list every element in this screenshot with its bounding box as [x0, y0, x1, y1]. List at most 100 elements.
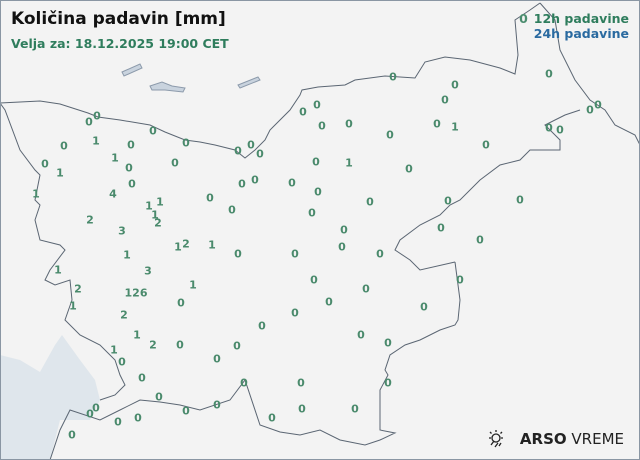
page-title: Količina padavin [mm] — [11, 9, 226, 29]
station-value: 0 — [386, 128, 394, 142]
station-value: 0 — [351, 402, 359, 416]
station-value: 0 — [176, 338, 184, 352]
station-value: 0 — [476, 233, 484, 247]
station-value: 0 — [134, 411, 142, 425]
logo-brand: ARSO — [519, 430, 567, 448]
station-value: 0 — [312, 155, 320, 169]
station-value: 0 — [325, 295, 333, 309]
station-value: 0 — [128, 177, 136, 191]
station-value: 0 — [389, 70, 397, 84]
station-value: 2 — [182, 237, 190, 251]
station-value: 0 — [376, 247, 384, 261]
station-value: 0 — [357, 328, 365, 342]
station-value: 3 — [118, 224, 126, 238]
station-value: 126 — [124, 286, 148, 300]
station-value: 0 — [93, 109, 101, 123]
station-value: 2 — [120, 308, 128, 322]
station-value: 1 — [54, 263, 62, 277]
station-value: 1 — [145, 199, 153, 213]
station-value: 1 — [156, 195, 164, 209]
station-value: 0 — [291, 247, 299, 261]
legend-24h-label: 24h padavine — [533, 26, 629, 41]
station-value: 3 — [144, 264, 152, 278]
station-value: 0 — [138, 371, 146, 385]
station-value: 0 — [594, 98, 602, 112]
station-value: 0 — [114, 415, 122, 429]
station-value: 0 — [313, 98, 321, 112]
station-value: 0 — [41, 157, 49, 171]
station-value: 0 — [155, 390, 163, 404]
station-value: 2 — [86, 213, 94, 227]
sea — [0, 335, 100, 460]
station-value: 1 — [32, 187, 40, 201]
station-value: 0 — [240, 376, 248, 390]
station-value: 0 — [171, 156, 179, 170]
station-value: 0 — [86, 407, 94, 421]
station-value: 0 — [362, 282, 370, 296]
station-value: 0 — [233, 339, 241, 353]
station-value: 0 — [340, 223, 348, 237]
station-value: 0 — [545, 67, 553, 81]
station-value: 2 — [154, 216, 162, 230]
station-value: 4 — [109, 187, 117, 201]
lakes — [121, 63, 261, 93]
station-value: 0 — [92, 401, 100, 415]
station-value: 0 — [545, 121, 553, 135]
station-value: 0 — [238, 177, 246, 191]
station-value: 0 — [433, 117, 441, 131]
station-value: 1 — [92, 134, 100, 148]
station-value: 0 — [586, 103, 594, 117]
station-value: 0 — [182, 404, 190, 418]
station-value: 0 — [206, 191, 214, 205]
station-value: 0 — [420, 300, 428, 314]
arso-logo: ARSO VREME — [486, 429, 624, 449]
station-value: 1 — [133, 328, 141, 342]
station-value: 0 — [125, 161, 133, 175]
station-value: 0 — [258, 319, 266, 333]
station-value: 0 — [308, 206, 316, 220]
station-value: 0 — [314, 185, 322, 199]
station-value: 0 — [556, 123, 564, 137]
station-value: 0 — [456, 273, 464, 287]
station-value: 0 — [291, 306, 299, 320]
station-value: 0 — [256, 147, 264, 161]
station-value: 0 — [213, 352, 221, 366]
station-value: 0 — [149, 124, 157, 138]
station-value: 0 — [228, 203, 236, 217]
station-value: 1 — [451, 120, 459, 134]
sun-rain-icon — [488, 430, 503, 448]
station-value: 1 — [110, 343, 118, 357]
station-value: 0 — [118, 355, 126, 369]
station-value: 0 — [366, 195, 374, 209]
station-value: 1 — [189, 278, 197, 292]
station-value: 0 — [247, 138, 255, 152]
station-value: 0 — [251, 173, 259, 187]
station-value: 0 — [482, 138, 490, 152]
station-value: 2 — [74, 282, 82, 296]
legend-12h-label: 12h padavine — [533, 11, 629, 26]
valid-time: Velja za: 18.12.2025 19:00 CET — [11, 36, 229, 51]
logo-product: VREME — [571, 430, 624, 448]
station-value: 0 — [384, 336, 392, 350]
legend-12h: 0 12h padavine — [519, 11, 629, 26]
legend: 0 12h padavine 24h padavine — [519, 11, 629, 41]
station-value: 0 — [213, 398, 221, 412]
station-value: 0 — [444, 194, 452, 208]
station-value: 0 — [318, 119, 326, 133]
station-value: 1 — [123, 248, 131, 262]
station-value: 0 — [299, 105, 307, 119]
station-value: 1 — [56, 166, 64, 180]
station-value: 0 — [297, 376, 305, 390]
station-value: 0 — [68, 428, 76, 442]
station-value: 0 — [234, 247, 242, 261]
station-value: 0 — [437, 221, 445, 235]
station-value: 2 — [149, 338, 157, 352]
station-value: 1 — [174, 240, 182, 254]
station-value: 0 — [234, 144, 242, 158]
station-value: 0 — [177, 296, 185, 310]
station-value: 0 — [268, 411, 276, 425]
station-value: 1 — [208, 238, 216, 252]
station-value: 1 — [111, 151, 119, 165]
